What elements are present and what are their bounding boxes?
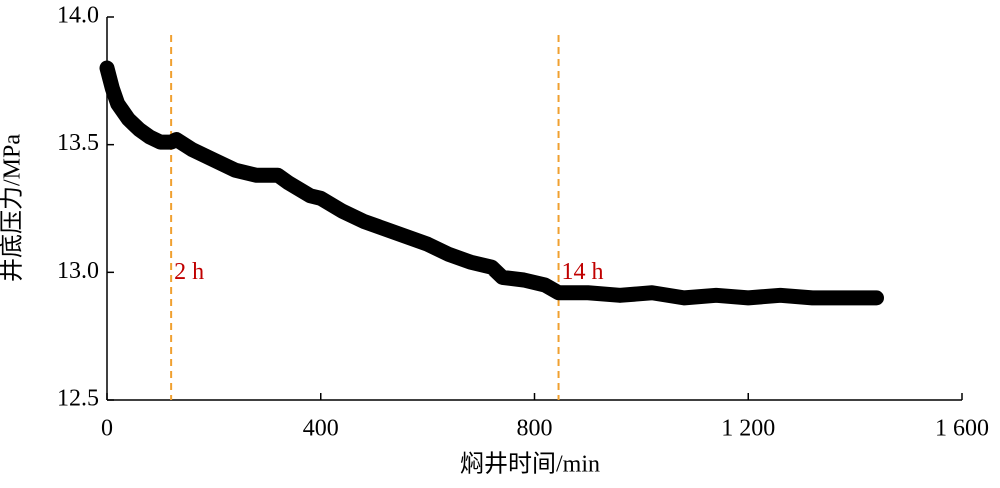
x-tick-label: 400 — [303, 416, 339, 442]
x-tick-label: 1 200 — [721, 416, 775, 442]
data-line — [99, 60, 884, 306]
y-tick-label: 13.0 — [57, 258, 99, 284]
y-tick-label: 13.5 — [57, 130, 99, 156]
x-tick-label: 800 — [517, 416, 553, 442]
x-axis-label: 焖井时间/min — [460, 451, 600, 478]
x-tick-label: 1 600 — [935, 416, 989, 442]
y-tick-label: 12.5 — [57, 386, 99, 412]
annotation: 2 h — [174, 259, 204, 285]
x-tick-label: 0 — [101, 416, 113, 442]
y-axis-label: 井底压力/MPa — [0, 134, 26, 282]
annotation: 14 h — [562, 259, 604, 285]
y-tick-label: 14.0 — [57, 3, 99, 29]
